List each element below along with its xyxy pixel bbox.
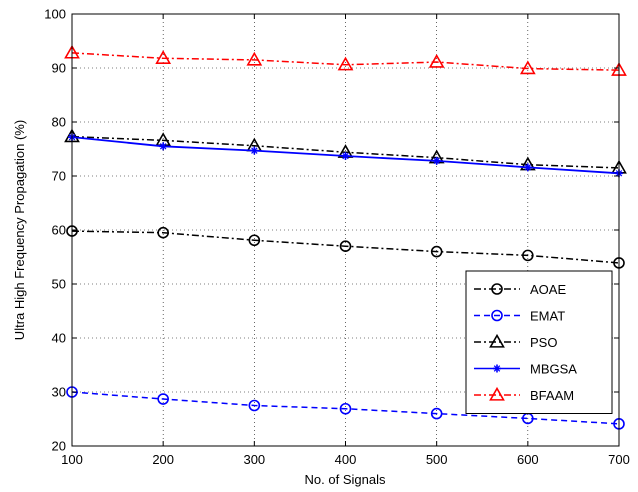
y-tick-label: 30 — [52, 385, 66, 400]
y-tick-label: 50 — [52, 277, 66, 292]
legend-marker-mbgsa — [493, 364, 501, 373]
legend-marker-emat — [491, 309, 503, 322]
legend-marker-bfaam — [489, 386, 505, 401]
legend-item-pso: PSO — [474, 333, 557, 350]
legend-marker-aoae — [491, 283, 503, 295]
grid — [72, 14, 619, 446]
y-tick-label: 20 — [52, 439, 66, 454]
legend-label-emat: EMAT — [530, 309, 565, 324]
x-axis-title: No. of Signals — [305, 472, 386, 487]
data-point-aoae — [430, 245, 443, 258]
data-point-bfaam — [337, 56, 354, 71]
legend-item-emat: EMAT — [474, 309, 565, 324]
legend-label-aoae: AOAE — [530, 282, 566, 297]
data-point-emat — [339, 402, 352, 415]
y-tick-label: 100 — [44, 7, 66, 22]
x-tick-label: 100 — [61, 452, 83, 467]
data-point-aoae — [157, 226, 169, 239]
series-line-emat — [71, 391, 620, 425]
data-point-aoae — [339, 240, 352, 252]
data-point-mbgsa — [341, 152, 350, 161]
data-point-bfaam — [155, 50, 172, 64]
data-point-mbgsa — [432, 156, 441, 165]
data-point-emat — [248, 399, 261, 412]
y-tick-label: 90 — [52, 61, 66, 76]
data-point-bfaam — [246, 51, 263, 66]
data-point-emat — [157, 393, 169, 405]
series-line-bfaam — [71, 52, 620, 71]
data-point-mbgsa — [523, 163, 532, 172]
legend-item-bfaam: BFAAM — [474, 386, 574, 403]
series-group — [64, 44, 627, 430]
legend-label-pso: PSO — [530, 335, 557, 350]
data-point-bfaam — [519, 60, 536, 75]
y-axis-title: Ultra High Frequency Propagation (%) — [12, 120, 27, 340]
x-tick-label: 400 — [335, 452, 357, 467]
data-point-bfaam — [428, 53, 445, 68]
legend-item-mbgsa: MBGSA — [474, 362, 577, 377]
y-tick-label: 40 — [52, 331, 66, 346]
y-tick-label: 80 — [52, 115, 66, 130]
x-tick-label: 700 — [608, 452, 630, 467]
x-tick-label: 300 — [243, 452, 265, 467]
data-point-mbgsa — [250, 146, 259, 155]
y-tick-label: 60 — [52, 223, 66, 238]
legend-label-mbgsa: MBGSA — [530, 362, 577, 377]
data-point-emat — [430, 407, 443, 420]
series-aoae — [66, 225, 625, 269]
legend-label-bfaam: BFAAM — [530, 388, 574, 403]
data-point-aoae — [522, 249, 534, 262]
axis-ticks: 100 200 300 400 500 600 700 20 30 40 50 60 70 80 90 100 — [44, 7, 630, 468]
legend-marker-pso — [489, 333, 505, 348]
x-tick-label: 600 — [517, 452, 539, 467]
x-tick-label: 500 — [426, 452, 448, 467]
data-point-mbgsa — [159, 142, 168, 151]
y-tick-label: 70 — [52, 169, 66, 184]
legend-item-aoae: AOAE — [474, 282, 566, 297]
x-tick-label: 200 — [152, 452, 174, 467]
series-line-aoae — [71, 230, 620, 264]
data-point-aoae — [248, 234, 261, 247]
legend: AOAE EMAT PSO MBGSA BFAAM — [465, 270, 613, 414]
